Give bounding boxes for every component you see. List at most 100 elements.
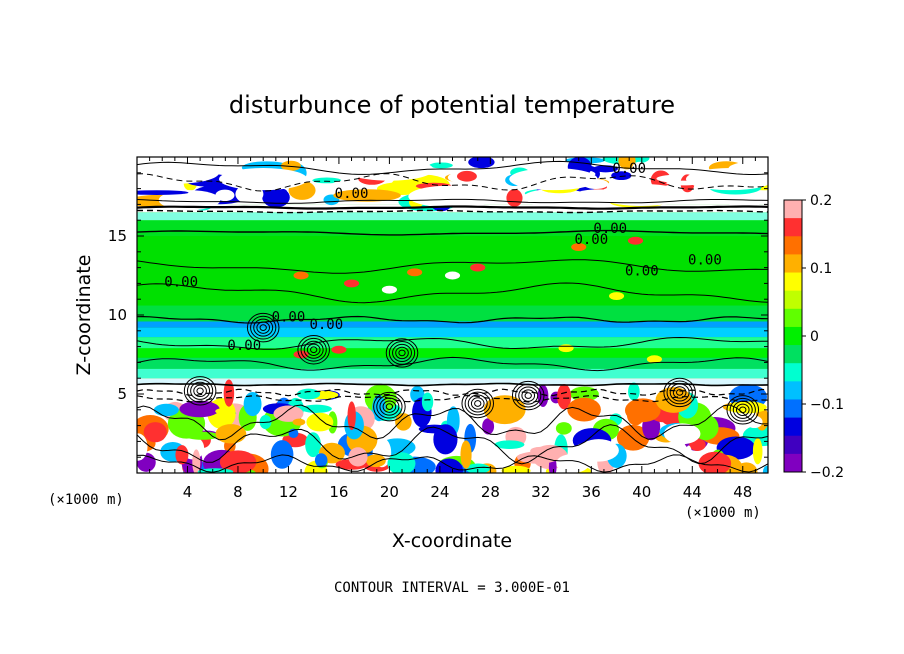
- contour-line: [256, 321, 271, 334]
- field-blob: [219, 168, 308, 191]
- contour-line: [193, 384, 207, 398]
- field-band: [137, 212, 768, 221]
- field-blob: [670, 163, 689, 169]
- field-blob: [219, 450, 257, 473]
- contour-lines: [137, 160, 768, 473]
- field-band: [137, 305, 768, 322]
- field-blob: [429, 162, 453, 169]
- field-blob: [599, 178, 641, 185]
- field-blob: [137, 161, 220, 184]
- field-blob: [456, 170, 477, 182]
- field-blob: [408, 185, 497, 208]
- contour-interval-note: CONTOUR INTERVAL = 3.000E-01: [334, 580, 570, 596]
- colorbar-segment: [784, 272, 802, 292]
- x-tick-label: 24: [430, 483, 449, 501]
- contour-line: [672, 386, 687, 399]
- colorbar-segment: [784, 417, 802, 437]
- field-blob: [685, 168, 768, 191]
- contour-label: 0.00: [335, 186, 369, 202]
- chart-title: disturbunce of potential temperature: [229, 91, 675, 119]
- contour-line: [521, 389, 536, 402]
- contour-line: [398, 349, 406, 357]
- contour-line: [739, 406, 747, 414]
- field-blob: [381, 285, 397, 294]
- colorbar: 0.2 0.1 0 −0.1 −0.2: [783, 193, 844, 481]
- colorbar-segment: [784, 363, 802, 382]
- field-blob: [646, 355, 662, 364]
- field-band: [137, 337, 768, 349]
- contour-line: [518, 386, 539, 405]
- y-tick-label: 15: [108, 227, 127, 245]
- contour-line: [137, 209, 768, 214]
- field-blob: [557, 383, 572, 410]
- field-blob: [306, 412, 334, 432]
- contour-line: [732, 400, 753, 419]
- field-blob: [517, 451, 559, 464]
- field-blob: [293, 271, 309, 280]
- colorbar-segment: [784, 308, 802, 328]
- contour-line: [474, 400, 482, 407]
- colorbar-tick-label: 0.2: [810, 193, 832, 209]
- field-blob: [333, 189, 401, 202]
- contour-line: [376, 394, 403, 419]
- field-blob: [421, 392, 434, 412]
- field-blob: [137, 190, 189, 195]
- field-blob: [273, 405, 304, 422]
- contour-line: [306, 343, 321, 356]
- contour-labels: 0.000.000.000.000.000.000.000.000.000.00: [164, 161, 721, 354]
- field-blob: [567, 397, 601, 422]
- field-band: [137, 321, 768, 328]
- contour-line: [137, 404, 768, 441]
- field-blob: [347, 401, 356, 431]
- field-blob: [624, 398, 661, 423]
- contour-line: [515, 383, 542, 408]
- field-blob: [407, 268, 423, 277]
- contour-line: [137, 315, 768, 324]
- field-blob: [628, 382, 640, 401]
- contour-line: [137, 394, 768, 403]
- field-band: [137, 378, 768, 385]
- contour-line: [137, 382, 768, 387]
- field-blob: [537, 384, 549, 407]
- contour-line: [392, 343, 412, 362]
- field-blob: [460, 440, 472, 469]
- contour-line: [137, 454, 768, 473]
- contour-line: [137, 336, 768, 350]
- field-band: [137, 348, 768, 358]
- colorbar-segment: [784, 290, 802, 310]
- contour-label: 0.00: [164, 275, 198, 291]
- field-blob: [215, 424, 247, 444]
- field-band: [137, 327, 768, 338]
- field-blob: [387, 452, 416, 473]
- contour-line: [190, 381, 211, 400]
- field-blob: [454, 382, 463, 401]
- x-tick-label: 20: [380, 483, 399, 501]
- colorbar-tick-label: 0.1: [810, 261, 832, 277]
- contour-line: [379, 397, 400, 416]
- field-blob: [597, 183, 686, 206]
- colorbar-tick-label: 0: [810, 329, 819, 345]
- field-blob: [345, 158, 434, 181]
- contour-line: [461, 388, 495, 419]
- x-axis-label: X-coordinate: [392, 530, 512, 552]
- field-blob: [716, 436, 756, 460]
- contour-line: [382, 400, 397, 413]
- contour-line: [373, 391, 406, 422]
- field-blob: [555, 454, 590, 473]
- field-band: [137, 236, 768, 306]
- contour-line: [524, 392, 532, 399]
- contour-line: [183, 376, 217, 406]
- x-axis-unit-left: (×1000 m): [48, 492, 124, 508]
- contour-line: [726, 395, 760, 425]
- field-blob: [153, 403, 179, 417]
- colorbar-segment: [784, 453, 802, 473]
- field-blob: [158, 190, 221, 211]
- contour-line: [253, 318, 274, 337]
- contour-line: [137, 205, 768, 210]
- field-blob: [466, 463, 490, 473]
- contour-line: [137, 229, 768, 236]
- contour-label: 0.00: [612, 161, 646, 177]
- field-blob: [137, 433, 148, 461]
- field-blob: [343, 279, 360, 288]
